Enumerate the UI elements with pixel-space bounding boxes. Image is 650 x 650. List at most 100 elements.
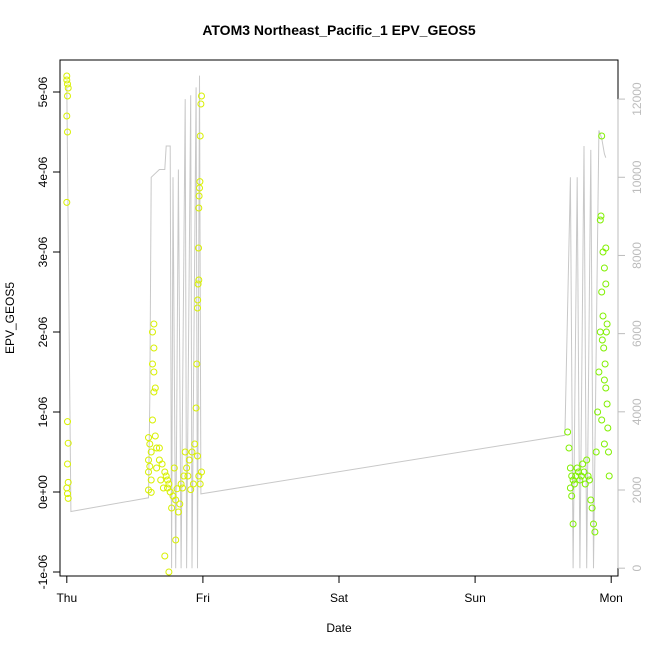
data-point <box>596 216 604 224</box>
y-left-tick-label: 0e+00 <box>36 475 50 509</box>
data-point <box>197 100 205 108</box>
data-point <box>150 320 158 328</box>
data-point <box>598 336 606 344</box>
data-point <box>580 468 588 476</box>
data-point <box>597 212 605 220</box>
data-point <box>165 480 173 488</box>
x-axis: Thu Fri Sat Sun Mon <box>56 575 623 605</box>
data-point <box>151 432 159 440</box>
data-point <box>179 484 186 492</box>
data-point <box>63 76 71 84</box>
data-point <box>63 112 71 120</box>
data-point <box>585 476 593 484</box>
data-point <box>599 312 607 320</box>
data-point <box>147 488 155 496</box>
data-point <box>146 440 154 448</box>
data-point <box>588 504 596 512</box>
data-point <box>568 472 576 480</box>
data-point <box>150 388 158 396</box>
data-point <box>188 448 196 456</box>
y-left-tick-label: -1e-06 <box>36 554 50 589</box>
data-point <box>189 480 197 488</box>
data-point <box>187 486 195 494</box>
data-point <box>579 460 587 468</box>
data-point <box>185 456 193 464</box>
data-point <box>569 520 577 528</box>
data-point <box>64 84 72 92</box>
y-axis-label: EPV_GEOS5 <box>3 282 17 354</box>
data-point <box>64 460 71 468</box>
data-point <box>145 456 152 464</box>
data-point <box>602 384 610 392</box>
data-point <box>581 480 589 488</box>
data-point <box>165 568 173 576</box>
data-point <box>147 448 155 456</box>
data-point <box>198 92 205 100</box>
data-point <box>64 80 71 88</box>
data-point <box>196 480 204 488</box>
data-point <box>570 480 578 488</box>
data-point <box>180 472 188 480</box>
y-right-tick-label: 0 <box>630 565 644 572</box>
data-point <box>172 536 180 544</box>
data-point <box>64 490 71 498</box>
data-point <box>150 344 158 352</box>
data-point <box>565 444 573 452</box>
data-point <box>594 408 602 416</box>
data-points <box>63 72 613 576</box>
data-point <box>63 484 71 492</box>
data-point <box>195 204 203 212</box>
y-right-tick-label: 10000 <box>630 160 644 194</box>
data-point <box>603 320 611 328</box>
data-point <box>64 439 72 447</box>
data-point <box>603 400 611 408</box>
data-point <box>149 360 156 368</box>
data-point <box>595 368 603 376</box>
data-point <box>177 480 185 488</box>
data-point <box>566 484 574 492</box>
data-point <box>159 484 167 492</box>
data-point <box>598 288 606 296</box>
x-tick-label: Fri <box>196 591 210 605</box>
data-point <box>176 500 184 508</box>
data-point <box>146 462 154 470</box>
data-point <box>600 344 608 352</box>
data-point <box>196 178 204 186</box>
data-point <box>604 424 612 432</box>
data-point <box>64 128 71 136</box>
data-point <box>63 72 71 80</box>
data-point <box>155 444 163 452</box>
data-point <box>168 504 176 512</box>
x-tick-label: Sun <box>464 591 485 605</box>
y-left-tick-label: 4e-06 <box>36 156 50 187</box>
data-point <box>568 492 576 500</box>
data-point <box>602 244 610 252</box>
x-axis-label: Date <box>326 621 352 635</box>
data-point <box>573 464 581 472</box>
y-left-tick-label: 1e-06 <box>36 396 50 427</box>
data-point <box>598 132 606 140</box>
y-right-tick-label: 8000 <box>630 242 644 269</box>
data-point <box>584 472 592 480</box>
data-point <box>596 328 604 336</box>
data-point <box>151 384 159 392</box>
data-point <box>64 92 71 100</box>
data-point <box>150 368 158 376</box>
data-point <box>605 472 613 480</box>
data-point <box>162 472 170 480</box>
chart-title: ATOM3 Northeast_Pacific_1 EPV_GEOS5 <box>202 22 476 38</box>
data-point <box>602 280 610 288</box>
data-point <box>147 476 155 484</box>
data-point <box>191 440 199 448</box>
data-point <box>64 418 71 426</box>
data-point <box>181 448 189 456</box>
y-right-tick-label: 6000 <box>630 320 644 347</box>
data-point <box>592 448 600 456</box>
data-point <box>566 464 574 472</box>
data-point <box>600 440 608 448</box>
data-point <box>149 416 156 424</box>
data-point <box>195 244 202 252</box>
data-point <box>195 192 203 200</box>
data-point <box>164 476 171 484</box>
data-point <box>192 404 200 412</box>
